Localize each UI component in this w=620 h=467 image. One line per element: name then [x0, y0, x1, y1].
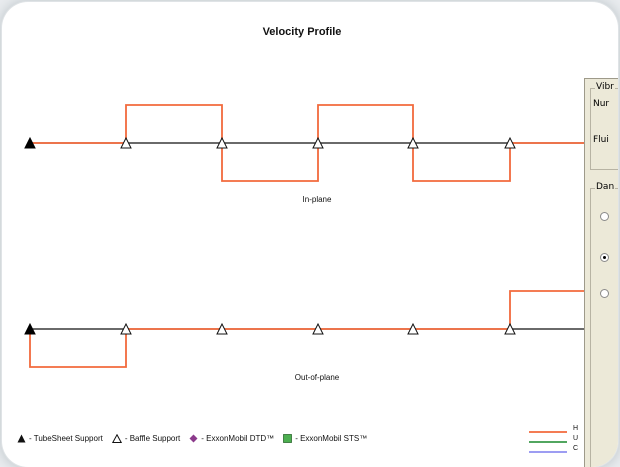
out-of-plane-velocity-line — [29, 290, 592, 368]
in-plane-tubesheet-support — [24, 136, 36, 149]
out-of-plane-label: Out-of-plane — [294, 373, 340, 382]
line-legend — [529, 431, 567, 453]
damping-group-box — [590, 188, 618, 467]
vibration-group-label: Vibr — [595, 82, 615, 92]
out-of-plane-tubesheet-support — [24, 322, 36, 335]
support-legend: - TubeSheet Support - Baffle Support - E… — [17, 431, 376, 445]
out-of-plane-baffle-support-3 — [312, 322, 324, 335]
fluid-field-label: Flui — [593, 135, 609, 145]
damping-option-3-radio[interactable] — [600, 289, 609, 298]
in-plane-label: In-plane — [302, 195, 332, 204]
in-plane-baffle-support-3 — [312, 136, 324, 149]
in-plane-baffle-support-2 — [216, 136, 228, 149]
in-plane-baffle-support-1 — [120, 136, 132, 149]
diamond-icon — [189, 434, 198, 442]
legend-baffle: - Baffle Support — [111, 433, 180, 443]
in-plane-baffle-support-4 — [407, 136, 419, 149]
damping-option-1-radio[interactable] — [600, 212, 609, 221]
legend-std: - ExxonMobil STS™ — [283, 434, 367, 443]
number-field-label: Nur — [593, 99, 610, 109]
line-legend-label-1: H — [573, 425, 579, 432]
square-icon — [283, 433, 293, 443]
line-legend-label-2: U — [573, 435, 579, 442]
out-of-plane-baffle-support-4 — [407, 322, 419, 335]
line-legend-label-3: C — [573, 445, 579, 452]
in-plane-baffle-support-5 — [504, 136, 516, 149]
out-of-plane-baffle-support-2 — [216, 322, 228, 335]
legend-tubesheet: - TubeSheet Support — [17, 434, 103, 443]
out-of-plane-baffle-support-1 — [120, 322, 132, 335]
legend-dtd: - ExxonMobil DTD™ — [189, 434, 274, 443]
filled-triangle-icon — [17, 434, 26, 442]
chart-title: Velocity Profile — [262, 26, 342, 38]
damping-group-label: Dan — [595, 182, 616, 192]
damping-option-2-radio[interactable] — [600, 253, 609, 262]
vibration-settings-dialog: Vibr Nur Flui Dan — [584, 78, 618, 467]
hollow-triangle-icon — [111, 433, 122, 443]
out-of-plane-baffle-support-5 — [504, 322, 516, 335]
